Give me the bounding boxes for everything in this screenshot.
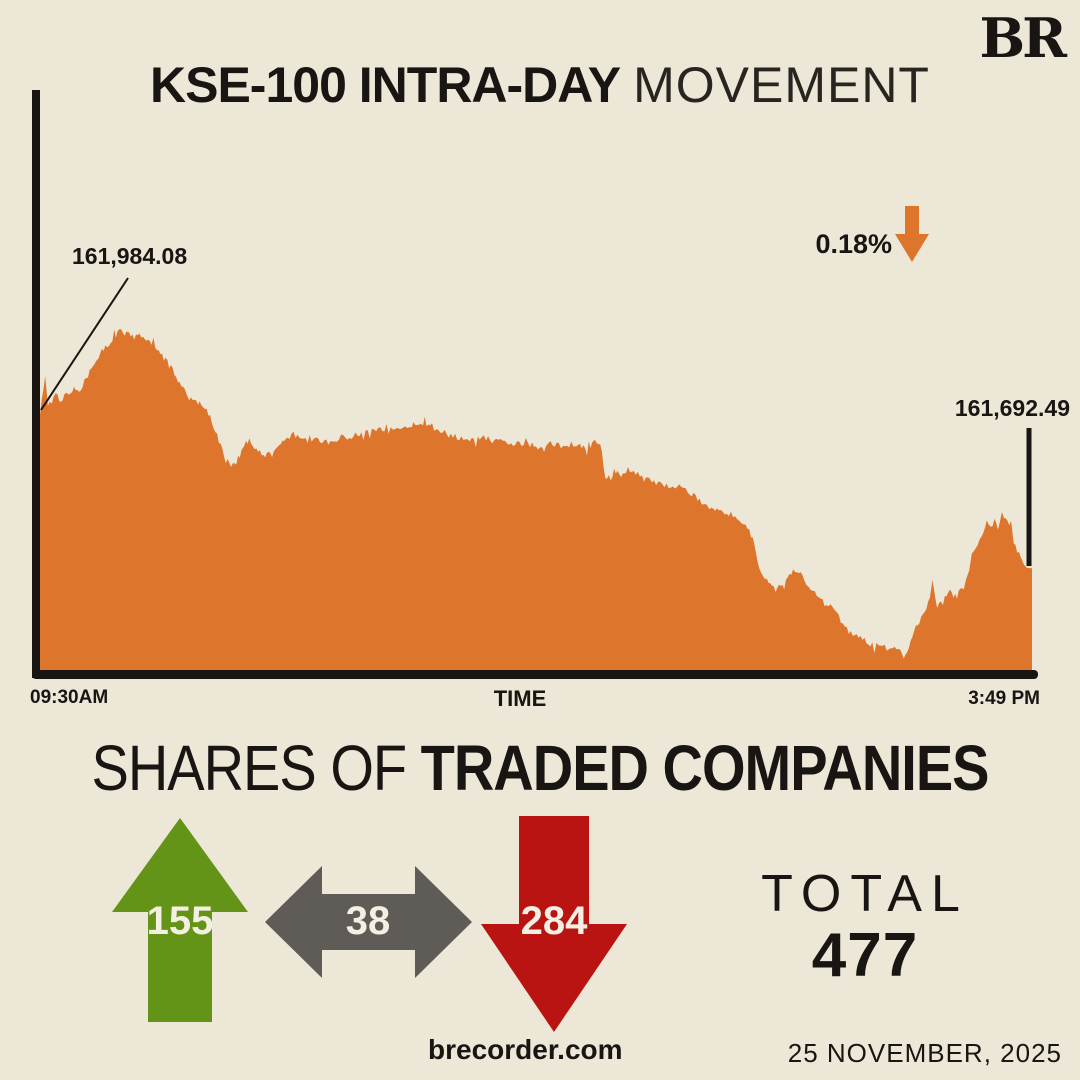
y-axis <box>32 90 40 678</box>
site-url: brecorder.com <box>428 1034 623 1065</box>
advancers-count: 155 <box>146 899 214 943</box>
shares-heading: SHARES OF TRADED COMPANIES <box>0 730 1080 805</box>
open-callout-line <box>40 277 129 411</box>
shares-heading-bold: TRADED COMPANIES <box>420 731 990 804</box>
page-title: KSE-100 INTRA-DAY MOVEMENT <box>0 56 1080 114</box>
x-axis-start-tick: 09:30AM <box>30 687 109 708</box>
page-title-bold: KSE-100 INTRA-DAY <box>150 57 621 113</box>
decliners-down-arrow-icon <box>481 816 627 1032</box>
page-title-light: MOVEMENT <box>633 57 930 113</box>
advancers-up-arrow-icon <box>112 818 248 1022</box>
pct-down-arrow-icon <box>895 206 929 262</box>
date-label: 25 NOVEMBER, 2025 <box>787 1038 1062 1068</box>
total-label: TOTAL <box>761 865 969 923</box>
x-axis <box>32 670 1038 679</box>
total-value: 477 <box>811 921 919 990</box>
unchanged-count: 38 <box>345 899 391 943</box>
x-axis-title: TIME <box>493 686 547 711</box>
x-axis-end-tick: 3:49 PM <box>968 688 1040 709</box>
close-value-label: 161,692.49 <box>954 395 1070 421</box>
intraday-area-series <box>40 329 1032 676</box>
decliners-count: 284 <box>520 899 588 943</box>
shares-heading-light: SHARES OF <box>91 731 407 804</box>
percent-change-label: 0.18% <box>815 229 892 259</box>
br-logo: BR <box>979 6 1067 70</box>
unchanged-arrow-icon <box>265 866 472 978</box>
open-value-label: 161,984.08 <box>72 243 188 269</box>
